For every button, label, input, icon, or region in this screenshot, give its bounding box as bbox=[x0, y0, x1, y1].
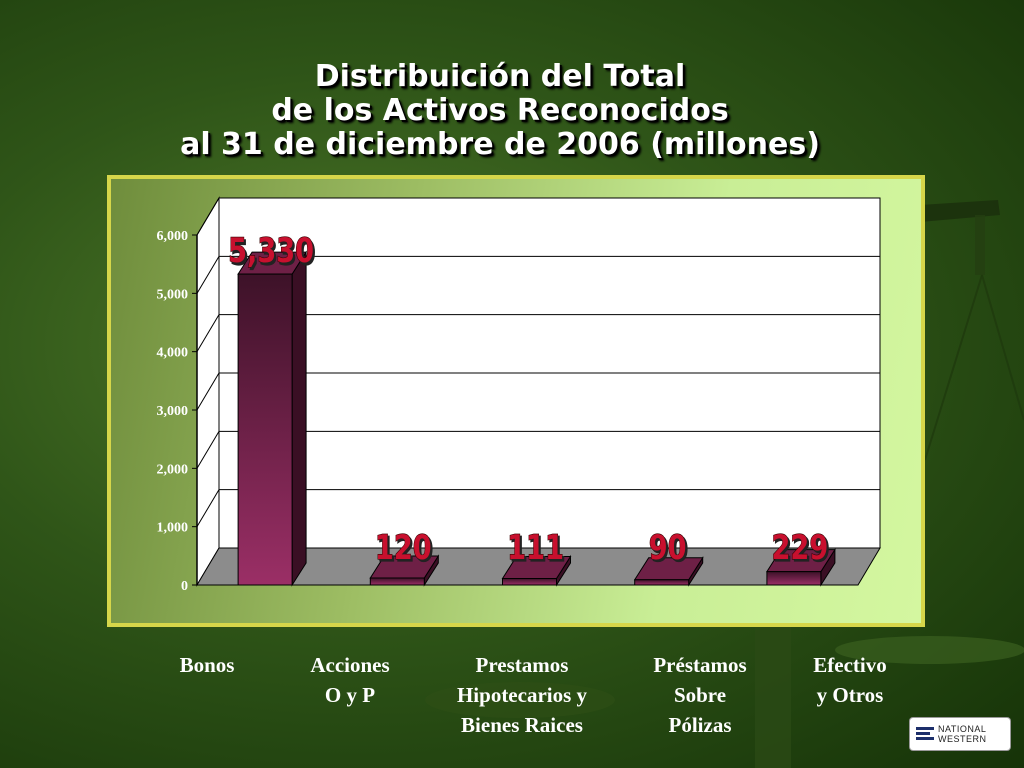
title-line-3: al 31 de diciembre de 2006 (millones) bbox=[180, 127, 820, 162]
y-tick-label: 2,000 bbox=[157, 462, 189, 477]
category-label: Acciones O y P bbox=[310, 653, 390, 707]
bar bbox=[634, 579, 690, 586]
y-tick-label: 1,000 bbox=[157, 521, 189, 536]
gridline-side bbox=[196, 197, 220, 236]
data-label: 120 bbox=[375, 528, 432, 568]
data-label: 5,330 bbox=[228, 231, 314, 271]
data-label: 111 bbox=[507, 528, 564, 568]
chart-title: Distribuición del Total de los Activos R… bbox=[0, 60, 1000, 162]
category-label: Efectivo y Otros bbox=[813, 653, 887, 707]
data-label: 90 bbox=[649, 528, 687, 568]
category-label: Prestamos Hipotecarios y Bienes Raices bbox=[456, 653, 588, 737]
title-line-1: Distribuición del Total bbox=[314, 59, 686, 94]
gridline-side bbox=[196, 314, 220, 352]
category-label: Préstamos Sobre Pólizas bbox=[653, 653, 747, 737]
national-western-logo: NATIONAL WESTERN bbox=[910, 718, 1010, 750]
y-tick-label: 3,000 bbox=[157, 404, 189, 419]
title-line-2: de los Activos Reconocidos bbox=[271, 93, 729, 128]
logo-mark-icon bbox=[916, 727, 934, 740]
gridline-side bbox=[196, 372, 220, 411]
gridline-side bbox=[196, 256, 220, 294]
logo-text: NATIONAL WESTERN bbox=[938, 724, 987, 744]
bar bbox=[369, 577, 425, 586]
category-label: Bonos bbox=[179, 653, 235, 677]
y-tick-label: 6,000 bbox=[157, 229, 189, 244]
y-tick-label: 0 bbox=[181, 579, 188, 594]
gridline-side bbox=[196, 431, 220, 469]
data-label: 229 bbox=[772, 528, 829, 568]
bar bbox=[502, 578, 557, 586]
y-tick-label: 4,000 bbox=[157, 346, 189, 361]
bar bbox=[237, 273, 293, 586]
bar-side bbox=[291, 250, 307, 587]
bar bbox=[766, 571, 822, 586]
y-tick-label: 5,000 bbox=[157, 287, 189, 302]
gridline-side bbox=[196, 489, 220, 527]
